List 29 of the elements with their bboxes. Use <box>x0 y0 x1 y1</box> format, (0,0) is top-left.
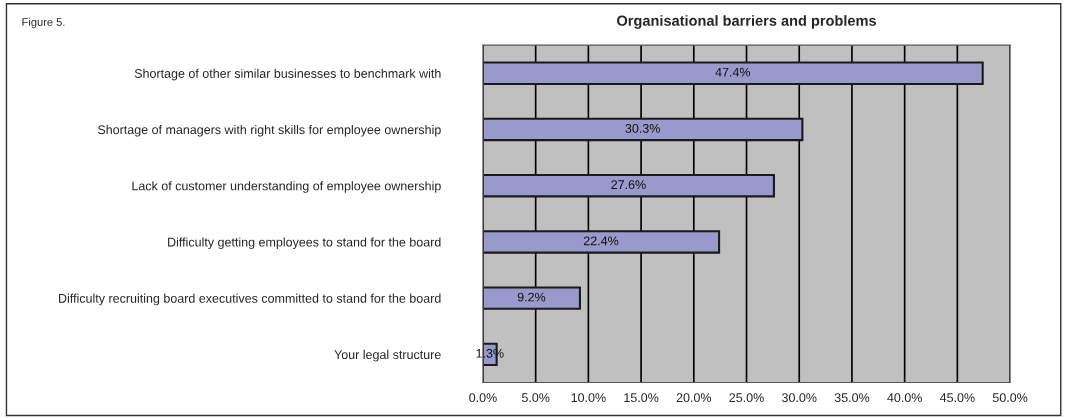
data-label: 27.6% <box>611 180 646 190</box>
y-tick-label: Lack of customer understanding of employee ownership <box>132 181 441 193</box>
x-tick-label: 45.0% <box>939 393 975 403</box>
y-tick-label: Shortage of other similar businesses to benchmark with <box>134 68 441 81</box>
x-tick-label: 15.0% <box>624 393 659 403</box>
y-tick-label: Difficulty getting employees to stand for the board <box>168 237 441 250</box>
bar <box>482 286 581 310</box>
y-tick-label: Shortage of managers with right skills for employee ownership <box>97 124 441 137</box>
bar <box>482 230 721 254</box>
chart-title: Organisational barriers and problems <box>617 15 876 29</box>
bar <box>482 173 775 198</box>
caption: Figure 5. <box>22 17 65 29</box>
y-tick-label: Your legal structure <box>334 349 441 362</box>
x-tick-label: 0.0% <box>469 393 497 403</box>
bar <box>482 61 984 85</box>
data-label: 30.3% <box>625 123 660 133</box>
bar <box>482 117 804 142</box>
x-tick-label: 30.0% <box>781 393 817 403</box>
x-tick-label: 25.0% <box>729 393 764 403</box>
data-label: 47.4% <box>715 67 751 77</box>
x-tick-label: 5.0% <box>521 393 550 403</box>
x-tick-label: 20.0% <box>676 393 712 403</box>
x-tick-label: 40.0% <box>887 393 922 403</box>
x-tick-label: 10.0% <box>571 393 606 403</box>
x-tick-label: 50.0% <box>992 393 1028 403</box>
x-tick-label: 35.0% <box>834 393 870 403</box>
y-tick-label: Difficulty recruiting board executives committed to stand for the board <box>59 293 441 306</box>
data-label: 9.2% <box>517 292 546 302</box>
data-label: 22.4% <box>583 236 619 246</box>
